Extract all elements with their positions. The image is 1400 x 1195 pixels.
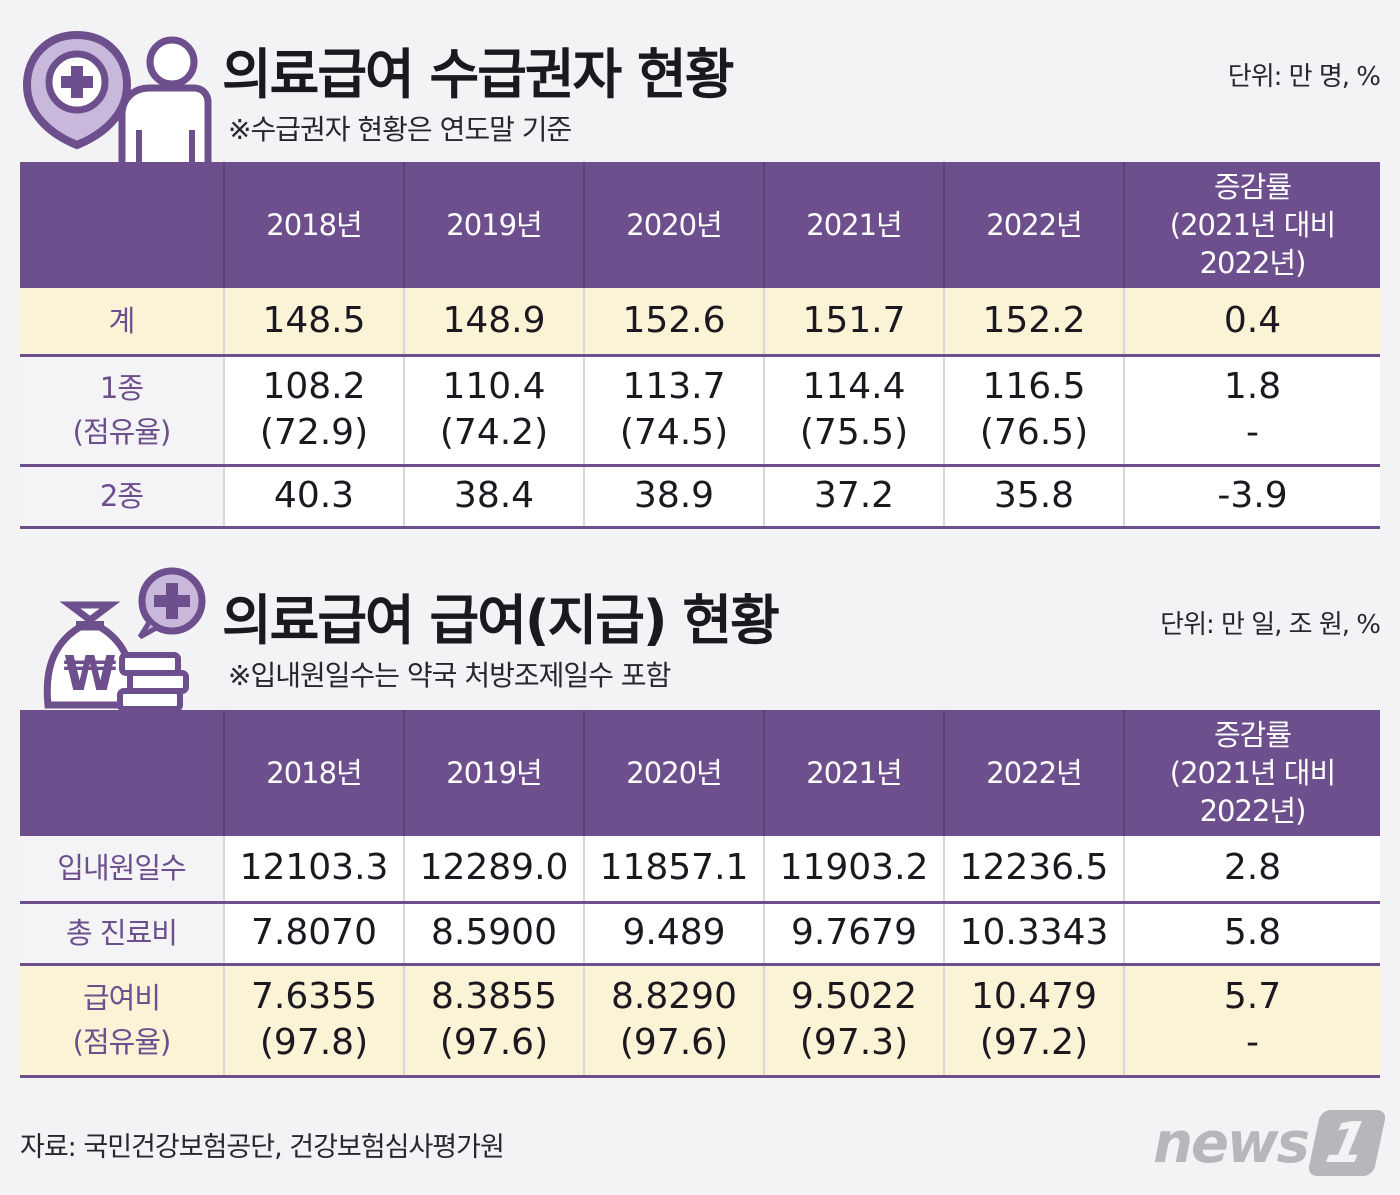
data-cell: 108.2 (72.9) (224, 355, 405, 467)
data-cell: 9.7679 (764, 902, 945, 966)
data-cell: 9.489 (584, 902, 765, 966)
logo-number: 1 (1306, 1110, 1388, 1176)
section2-note: ※입내원일수는 약국 처방조제일수 포함 (228, 659, 671, 692)
header-year: 2021년 (764, 162, 945, 288)
data-cell: 10.479 (97.2) (944, 964, 1125, 1078)
data-cell: 38.9 (584, 465, 765, 529)
data-cell: 5.8 (1124, 902, 1380, 966)
row-label: 계 (20, 288, 225, 357)
data-cell: 40.3 (224, 465, 405, 529)
data-cell: 0.4 (1124, 288, 1380, 357)
header-blank (20, 162, 225, 288)
logo-word: news (1153, 1110, 1310, 1176)
data-cell: 152.2 (944, 288, 1125, 357)
header-year: 2019년 (404, 162, 585, 288)
data-cell: 148.9 (404, 288, 585, 357)
data-cell: 113.7 (74.5) (584, 355, 765, 467)
data-cell: 7.6355 (97.8) (224, 964, 405, 1078)
data-cell: 114.4 (75.5) (764, 355, 945, 467)
row-label: 입내원일수 (20, 836, 225, 904)
data-cell: 37.2 (764, 465, 945, 529)
table-row: 총 진료비 7.8070 8.5900 9.489 9.7679 10.3343… (20, 902, 1380, 966)
section2-title: 의료급여 급여(지급) 현황 (222, 589, 780, 652)
data-cell: 1.8- (1124, 355, 1380, 467)
table-row: 계 148.5 148.9 152.6 151.7 152.2 0.4 (20, 288, 1380, 357)
data-cell: 7.8070 (224, 902, 405, 966)
header-year: 2018년 (224, 710, 405, 836)
data-cell: 12289.0 (404, 836, 585, 904)
data-cell: 12103.3 (224, 836, 405, 904)
data-cell: 8.5900 (404, 902, 585, 966)
svg-text:₩: ₩ (64, 646, 117, 702)
table-row: 급여비 (점유율) 7.6355 (97.8) 8.3855 (97.6) 8.829… (20, 964, 1380, 1078)
header-year: 2020년 (584, 710, 765, 836)
data-cell: 11857.1 (584, 836, 765, 904)
row-label: 1종 (점유율) (20, 355, 225, 467)
data-cell: 110.4 (74.2) (404, 355, 585, 467)
table-row: 입내원일수 12103.3 12289.0 11857.1 11903.2 12… (20, 836, 1380, 904)
row-label: 급여비 (점유율) (20, 964, 225, 1078)
data-cell: 11903.2 (764, 836, 945, 904)
data-cell: 5.7- (1124, 964, 1380, 1078)
row-label: 2종 (20, 465, 225, 529)
header-change-rate: 증감률 (2021년 대비 2022년) (1124, 710, 1380, 836)
source-credit: 자료: 국민건강보험공단, 건강보험심사평가원 (20, 1132, 505, 1163)
data-cell: 8.3855 (97.6) (404, 964, 585, 1078)
header-year: 2018년 (224, 162, 405, 288)
header-change-rate: 증감률 (2021년 대비 2022년) (1124, 162, 1380, 288)
section1-title: 의료급여 수급권자 현황 (222, 43, 734, 106)
data-cell: 116.5 (76.5) (944, 355, 1125, 467)
data-cell: 9.5022 (97.3) (764, 964, 945, 1078)
header-year: 2019년 (404, 710, 585, 836)
data-cell: 10.3343 (944, 902, 1125, 966)
data-cell: 38.4 (404, 465, 585, 529)
data-cell: -3.9 (1124, 465, 1380, 529)
row-label: 총 진료비 (20, 902, 225, 966)
person-with-plus-pin-icon (22, 30, 212, 169)
section1-note: ※수급권자 현황은 연도말 기준 (228, 113, 572, 146)
benefits-table: 2018년 2019년 2020년 2021년 2022년 증감률 (2021년… (20, 710, 1380, 1078)
recipients-table: 2018년 2019년 2020년 2021년 2022년 증감률 (2021년… (20, 162, 1380, 529)
money-bag-won-icon: ₩ (40, 565, 220, 724)
table-row: 2종 40.3 38.4 38.9 37.2 35.8 -3.9 (20, 465, 1380, 529)
header-blank (20, 710, 225, 836)
section2-unit: 단위: 만 일, 조 원, % (1160, 610, 1381, 640)
header-year: 2022년 (944, 162, 1125, 288)
data-cell: 8.8290 (97.6) (584, 964, 765, 1078)
data-cell: 2.8 (1124, 836, 1380, 904)
header-year: 2022년 (944, 710, 1125, 836)
section1-unit: 단위: 만 명, % (1227, 62, 1381, 92)
data-cell: 151.7 (764, 288, 945, 357)
data-cell: 12236.5 (944, 836, 1125, 904)
header-year: 2021년 (764, 710, 945, 836)
table-row: 1종 (점유율) 108.2 (72.9) 110.4 (74.2) 113.7 (74… (20, 355, 1380, 467)
data-cell: 35.8 (944, 465, 1125, 529)
data-cell: 148.5 (224, 288, 405, 357)
data-cell: 152.6 (584, 288, 765, 357)
header-year: 2020년 (584, 162, 765, 288)
news1-logo: news 1 (1153, 1108, 1388, 1178)
